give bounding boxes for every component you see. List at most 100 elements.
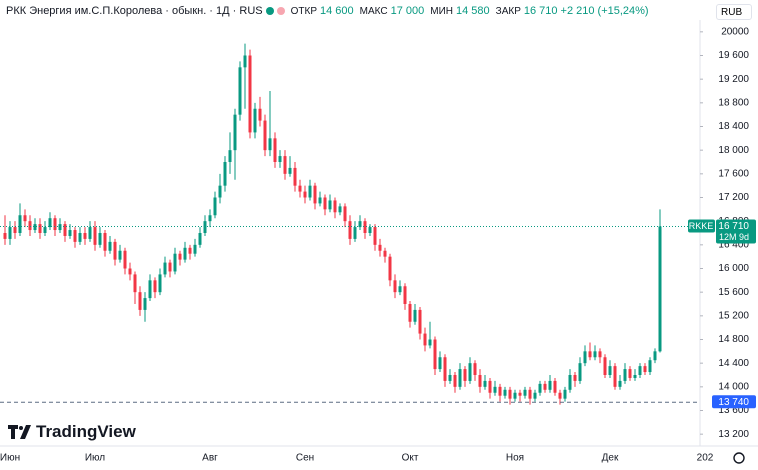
candle-body	[273, 138, 277, 162]
candle-body	[333, 200, 337, 213]
candle-body	[188, 247, 192, 254]
candle-body	[373, 227, 377, 245]
candle-body	[408, 304, 412, 322]
candle-body	[398, 286, 402, 293]
candle-body	[218, 185, 222, 198]
candle-body	[568, 375, 572, 390]
candle-body	[253, 108, 257, 133]
candle-body	[583, 351, 587, 364]
symbol-badge	[688, 219, 715, 233]
candle-body	[533, 392, 537, 399]
candle-body	[368, 227, 372, 233]
low-label: МИН	[430, 5, 453, 17]
candle-body	[268, 138, 272, 151]
y-tick-label: 20000	[721, 26, 749, 37]
y-tick-label: 18 800	[718, 97, 749, 108]
candle-body	[163, 262, 167, 275]
countdown-label: 12M 9d	[719, 232, 749, 242]
candle-body	[503, 389, 507, 396]
candle-body	[438, 357, 442, 370]
candle-body	[598, 351, 602, 358]
candle-body	[178, 253, 182, 260]
candle-body	[488, 380, 492, 393]
candle-body	[183, 247, 187, 260]
candle-body	[13, 227, 17, 233]
candle-body	[263, 120, 267, 151]
candle-body	[528, 389, 532, 399]
candle-body	[133, 274, 137, 293]
candle-body	[518, 392, 522, 396]
candle-body	[448, 375, 452, 381]
candle-body	[468, 363, 472, 381]
candle-body	[48, 218, 52, 228]
status-dot	[276, 7, 285, 15]
candle-body	[63, 224, 67, 236]
candle-body	[618, 380, 622, 387]
candle-body	[653, 351, 657, 361]
candle-body	[148, 280, 152, 299]
candle-body	[288, 167, 292, 174]
candle-body	[53, 218, 57, 231]
x-tick-label: Дек	[602, 453, 619, 464]
candle-body	[158, 274, 162, 293]
candle-body	[433, 339, 437, 370]
candle-body	[58, 224, 62, 231]
candle-body	[658, 226, 662, 352]
low-line-label: 13 740	[718, 397, 749, 408]
candle-body	[3, 233, 7, 239]
candle-body	[383, 250, 387, 257]
candle-body	[108, 241, 112, 251]
candle-body	[138, 292, 142, 310]
y-tick-label: 19 600	[718, 50, 749, 61]
candle-body	[423, 333, 427, 346]
currency-select[interactable]: RUB	[716, 4, 752, 20]
candle-body	[23, 215, 27, 222]
candle-body	[243, 55, 247, 68]
y-tick-label: 16 400	[718, 239, 749, 250]
candle-body	[608, 366, 612, 375]
candle-body	[588, 351, 592, 358]
y-tick-label: 15 600	[718, 287, 749, 298]
close-value: 16 710	[523, 5, 558, 17]
candle-body	[578, 363, 582, 381]
candle-body	[223, 162, 227, 186]
candle-body	[193, 244, 197, 254]
candle-body	[358, 221, 362, 228]
candle-body	[278, 156, 282, 162]
candle-body	[33, 224, 37, 231]
low-badge	[712, 395, 756, 409]
candle-body	[508, 389, 512, 399]
candle-body	[313, 185, 317, 204]
candle-body	[143, 298, 147, 310]
candle-body	[628, 369, 632, 378]
y-tick-label: 15 200	[718, 310, 749, 321]
candle-body	[483, 380, 487, 387]
candle-body	[28, 221, 32, 231]
candle-body	[78, 233, 82, 242]
settings-icon	[733, 452, 745, 464]
x-tick-label: Окт	[402, 453, 419, 464]
candle-body	[458, 369, 462, 387]
candle-body	[308, 185, 312, 198]
candle-body	[523, 389, 527, 396]
brand-name: TradingView	[36, 422, 136, 441]
x-tick-label: Сен	[296, 453, 314, 464]
candle-body	[403, 286, 407, 304]
candle-body	[453, 375, 457, 387]
candle-body	[323, 197, 327, 210]
candle-body	[388, 256, 392, 281]
brand-logo[interactable]: TradingView	[8, 422, 136, 442]
candle-body	[198, 233, 202, 245]
candle-body	[418, 309, 422, 334]
price-badge	[716, 219, 756, 244]
candle-body	[393, 280, 397, 293]
close-label: ЗАКР	[495, 5, 521, 17]
candle-body	[113, 241, 117, 260]
y-tick-label: 14 000	[718, 381, 749, 392]
candle-body	[168, 262, 172, 272]
candle-body	[473, 363, 477, 375]
y-tick-label: 16 000	[718, 263, 749, 274]
candle-body	[513, 392, 517, 399]
